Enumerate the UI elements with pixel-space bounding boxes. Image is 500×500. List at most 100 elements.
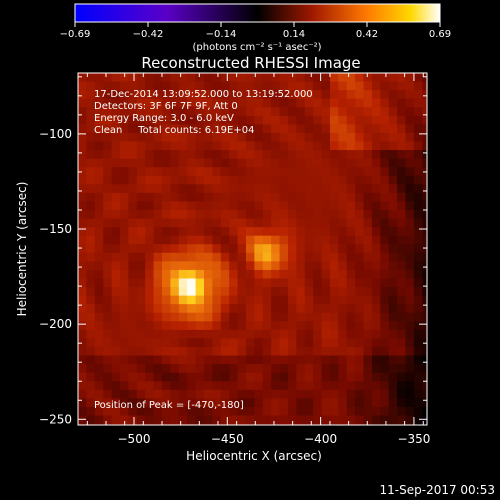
heatmap-cell <box>94 73 104 83</box>
heatmap-cell <box>170 192 180 203</box>
heatmap-cell <box>229 73 239 83</box>
heatmap-cell <box>136 389 146 399</box>
heatmap-cell <box>203 98 213 108</box>
heatmap-cell <box>296 329 306 340</box>
heatmap-cell <box>103 261 113 271</box>
heatmap-cell <box>338 398 348 408</box>
heatmap-cell <box>153 252 163 262</box>
heatmap-cell <box>178 338 188 348</box>
heatmap-cell <box>329 389 339 399</box>
heatmap-cell <box>279 192 289 203</box>
heatmap-cell <box>136 372 146 382</box>
heatmap-cell <box>229 158 239 168</box>
heatmap-cell <box>94 381 104 391</box>
heatmap-cell <box>321 269 331 280</box>
heatmap-cell <box>338 132 348 143</box>
heatmap-cell <box>296 355 306 365</box>
heatmap-cell <box>355 261 365 271</box>
heatmap-cell <box>262 73 272 83</box>
heatmap-cell <box>153 235 163 245</box>
heatmap-cell <box>195 278 205 288</box>
heatmap-cell <box>388 261 398 271</box>
heatmap-cell <box>329 132 339 143</box>
heatmap-cell <box>346 338 356 348</box>
heatmap-cell <box>279 184 289 194</box>
heatmap-cell <box>321 227 331 237</box>
heatmap-cell <box>86 150 96 160</box>
heatmap-cell <box>203 81 213 91</box>
heatmap-cell <box>103 355 113 365</box>
heatmap-cell <box>111 107 121 117</box>
heatmap-cell <box>187 372 197 382</box>
heatmap-cell <box>296 235 306 245</box>
heatmap-cell <box>397 304 407 314</box>
heatmap-cell <box>195 372 205 382</box>
heatmap-cell <box>279 381 289 391</box>
heatmap-cell <box>161 235 171 245</box>
heatmap-cell <box>346 192 356 203</box>
heatmap-cell <box>86 141 96 151</box>
heatmap-cell <box>136 141 146 151</box>
chart-title: Reconstructed RHESSI Image <box>141 54 360 72</box>
heatmap-cell <box>431 278 440 287</box>
heatmap-cell <box>405 398 415 408</box>
heatmap-cell <box>388 321 398 331</box>
heatmap-cell <box>187 389 197 399</box>
heatmap-cell <box>380 304 390 314</box>
heatmap-cell <box>119 398 129 408</box>
heatmap-cell <box>187 244 197 254</box>
heatmap-cell <box>136 107 146 117</box>
heatmap-cell <box>78 167 87 177</box>
heatmap-cell <box>313 329 323 340</box>
heatmap-cell <box>287 184 297 194</box>
heatmap-cell <box>187 90 197 100</box>
heatmap-cell <box>363 184 373 194</box>
heatmap-cell <box>212 167 222 177</box>
heatmap-cell <box>371 201 381 211</box>
heatmap-cell <box>431 373 440 382</box>
heatmap-cell <box>363 192 373 203</box>
heatmap-cell <box>119 175 129 185</box>
heatmap-cell <box>254 295 264 305</box>
heatmap-cell <box>145 107 155 117</box>
heatmap-cell <box>161 338 171 348</box>
heatmap-cell <box>254 235 264 245</box>
heatmap-cell <box>388 175 398 185</box>
heatmap-cell <box>136 312 146 322</box>
heatmap-cell <box>346 141 356 151</box>
heatmap-cell <box>371 124 381 134</box>
heatmap-cell <box>245 355 255 365</box>
heatmap-cell <box>212 235 222 245</box>
heatmap-cell <box>136 98 146 108</box>
heatmap-cell <box>338 329 348 340</box>
heatmap-cell <box>355 167 365 177</box>
heatmap-cell <box>220 90 230 100</box>
heatmap-cell <box>195 209 205 220</box>
heatmap-cell <box>262 201 272 211</box>
heatmap-cell <box>237 132 247 143</box>
heatmap-cell <box>94 338 104 348</box>
heatmap-cell <box>161 346 171 357</box>
heatmap-cell <box>94 98 104 108</box>
heatmap-cell <box>338 269 348 280</box>
heatmap-cell <box>195 287 205 297</box>
heatmap-cell <box>346 287 356 297</box>
heatmap-cell <box>296 312 306 322</box>
heatmap-cell <box>304 124 314 134</box>
heatmap-cell <box>86 329 96 340</box>
heatmap-cell <box>380 150 390 160</box>
heatmap-cell <box>119 406 129 417</box>
heatmap-cell <box>229 124 239 134</box>
heatmap-cell <box>94 90 104 100</box>
heatmap-cell <box>111 381 121 391</box>
heatmap-cell <box>237 201 247 211</box>
heatmap-cell <box>229 372 239 382</box>
heatmap-cell <box>187 304 197 314</box>
heatmap-cell <box>338 192 348 203</box>
heatmap-cell <box>119 295 129 305</box>
heatmap-cell <box>397 364 407 374</box>
heatmap-cell <box>279 132 289 143</box>
heatmap-cell <box>94 269 104 280</box>
heatmap-cell <box>431 270 440 279</box>
heatmap-cell <box>363 201 373 211</box>
